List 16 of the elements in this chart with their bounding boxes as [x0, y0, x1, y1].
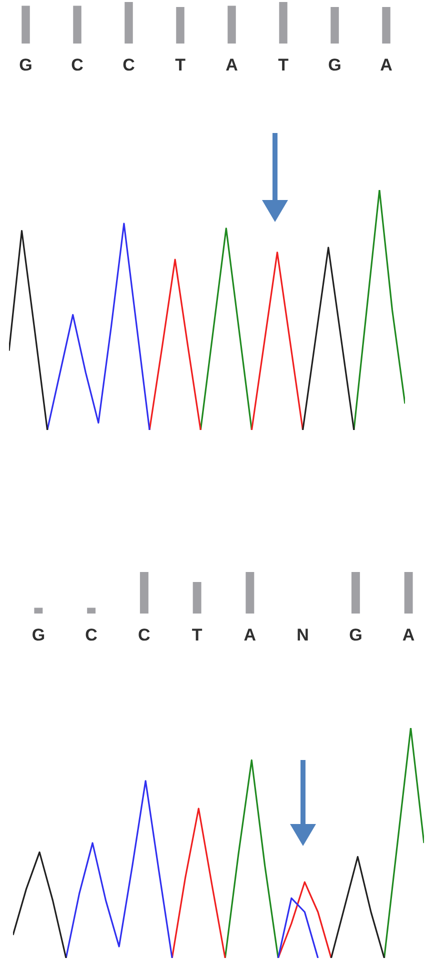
x-tick-label: T [192, 625, 203, 644]
x-tick-label: C [122, 55, 135, 74]
x-tick-label: C [85, 625, 98, 644]
x-tick-label: A [244, 625, 256, 644]
x-tick-label: G [32, 625, 46, 644]
x-tick-label: G [19, 55, 32, 74]
x-tick-label: G [328, 55, 342, 74]
x-tick-label: G [349, 625, 362, 644]
x-tick-label: A [226, 55, 238, 74]
x-tick-label: A [402, 625, 415, 644]
x-tick-label: C [71, 55, 84, 74]
x-tick-label: N [296, 625, 309, 644]
x-tick-label: C [138, 625, 150, 644]
x-tick-label: T [278, 55, 290, 74]
x-tick-label: A [380, 55, 392, 74]
x-tick-label: T [175, 55, 186, 74]
